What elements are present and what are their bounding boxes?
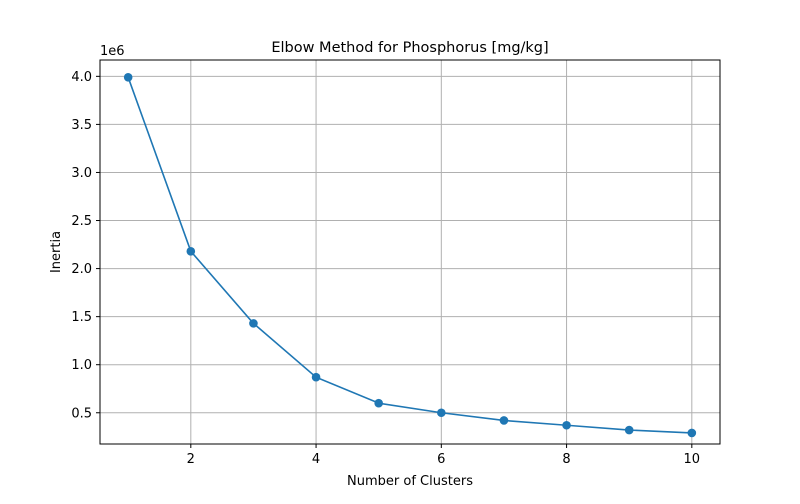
data-point bbox=[186, 246, 196, 256]
data-point bbox=[123, 73, 133, 82]
y-tick-label: 3.0 bbox=[71, 166, 92, 181]
chart-title: Elbow Method for Phosphorus [mg/kg] bbox=[271, 40, 548, 56]
x-axis-label: Number of Clusters bbox=[347, 474, 473, 489]
data-point bbox=[687, 428, 697, 438]
data-point bbox=[624, 425, 634, 435]
y-tick-label: 2.5 bbox=[71, 214, 92, 229]
y-tick-label: 0.5 bbox=[71, 406, 92, 421]
series-layer bbox=[123, 73, 697, 438]
data-point bbox=[249, 319, 258, 328]
ticks-layer: 2 4 6 8 10 0.5 1.0 1.5 2.0 2.5 3.0 3.5 4.0 bbox=[71, 70, 700, 467]
y-tick-label: 4.0 bbox=[71, 70, 92, 85]
grid-layer bbox=[100, 60, 720, 444]
data-point bbox=[499, 416, 509, 425]
data-point bbox=[311, 372, 321, 382]
data-point bbox=[562, 420, 571, 430]
y-tick-label: 3.5 bbox=[71, 118, 92, 133]
y-tick-label: 1.5 bbox=[71, 310, 92, 325]
x-tick-label: 2 bbox=[187, 452, 195, 467]
plot-frame bbox=[99, 59, 721, 445]
x-tick-label: 8 bbox=[562, 452, 570, 467]
y-axis-label: Inertia bbox=[49, 231, 64, 273]
y-tick-label: 1.0 bbox=[71, 358, 92, 373]
y-tick-label: 2.0 bbox=[71, 262, 92, 277]
data-point bbox=[437, 408, 446, 418]
x-tick-label: 6 bbox=[437, 452, 445, 467]
y-offset-label: 1e6 bbox=[100, 44, 125, 59]
x-tick-label: 10 bbox=[684, 452, 701, 467]
x-tick-label: 4 bbox=[312, 452, 320, 467]
inertia-line bbox=[127, 77, 692, 434]
data-point bbox=[374, 398, 383, 408]
